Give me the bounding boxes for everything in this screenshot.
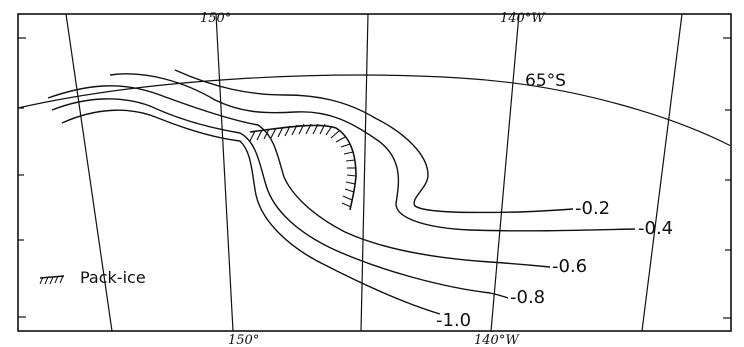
legend-label: Pack-ice [80, 268, 146, 287]
contour-label-0.6: -0.6 [552, 256, 587, 277]
pack-ice-hatch-icon [39, 275, 65, 285]
map-frame [17, 13, 732, 332]
contour-0.2 [174, 69, 574, 214]
top-label-150: 150° [200, 11, 231, 26]
contours [47, 69, 636, 315]
contour-1.0 [61, 109, 441, 315]
meridian-line [360, 13, 369, 332]
meridian-150 [215, 13, 234, 332]
legend: Pack-ice [39, 268, 146, 287]
meridians [65, 13, 683, 332]
frame-ticks [18, 37, 731, 319]
contour-0.4 [109, 73, 636, 232]
bottom-label-140w: 140°W [474, 333, 520, 347]
contour-label-1.0: -1.0 [436, 310, 471, 331]
bottom-label-150: 150° [228, 333, 259, 347]
contour-label-0.8: -0.8 [510, 287, 545, 308]
contour-0.6 [47, 85, 551, 268]
pack-ice-edge [249, 123, 357, 211]
contour-label-0.4: -0.4 [638, 218, 673, 239]
contour-label-0.2: -0.2 [575, 198, 610, 219]
contour-0.8 [51, 98, 509, 299]
meridian-140w [490, 13, 520, 332]
parallel-65s [17, 74, 732, 147]
meridian-line [641, 13, 683, 332]
top-label-140w: 140°W [500, 11, 546, 26]
meridian-line [65, 13, 113, 332]
latitude-label-65s: 65°S [525, 71, 566, 91]
